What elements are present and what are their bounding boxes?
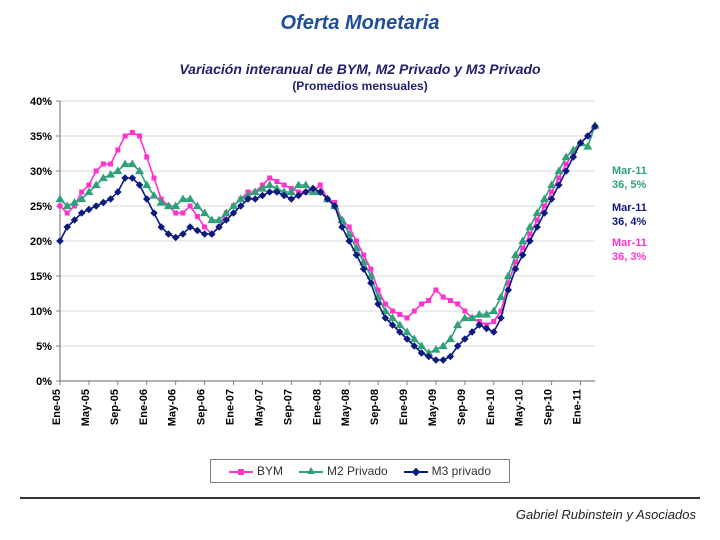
svg-text:35%: 35%: [30, 131, 52, 143]
chart-subtitle: (Promedios mensuales): [0, 79, 720, 93]
slide-title: Oferta Monetaria: [0, 0, 720, 43]
legend-item: M2 Privado: [299, 464, 388, 478]
svg-text:5%: 5%: [36, 341, 52, 353]
svg-text:May-06: May-06: [167, 389, 179, 426]
svg-text:Ene-10: Ene-10: [485, 389, 497, 425]
svg-text:May-08: May-08: [340, 389, 352, 426]
svg-text:May-10: May-10: [514, 389, 526, 426]
svg-text:Ene-05: Ene-05: [51, 389, 63, 425]
svg-text:Sep-10: Sep-10: [543, 389, 555, 425]
legend: BYM M2 Privado M3 privado: [0, 459, 720, 483]
callout-label: Mar-1136, 4%: [612, 202, 647, 230]
svg-text:Sep-06: Sep-06: [196, 389, 208, 425]
footer-text: Gabriel Rubinstein y Asociados: [0, 499, 720, 522]
chart-area: 0% 5% 10% 15% 20% 25% 30% 35% 40% Ene-05 May-05 Sep…: [0, 93, 720, 453]
legend-item: BYM: [229, 464, 283, 478]
callout-label: Mar-1136, 3%: [612, 237, 647, 265]
svg-text:May-07: May-07: [253, 389, 265, 426]
svg-text:May-09: May-09: [427, 389, 439, 426]
svg-text:0%: 0%: [36, 376, 52, 388]
svg-text:Sep-08: Sep-08: [369, 389, 381, 425]
svg-text:30%: 30%: [30, 166, 52, 178]
chart-title: Variación interanual de BYM, M2 Privado …: [0, 61, 720, 77]
svg-text:Sep-09: Sep-09: [456, 389, 468, 425]
svg-text:Ene-07: Ene-07: [225, 389, 237, 425]
svg-text:Sep-07: Sep-07: [282, 389, 294, 425]
svg-text:Ene-08: Ene-08: [311, 389, 323, 425]
svg-text:Sep-05: Sep-05: [109, 389, 121, 425]
svg-text:Ene-06: Ene-06: [138, 389, 150, 425]
svg-text:Ene-11: Ene-11: [572, 389, 584, 424]
legend-item: M3 privado: [404, 464, 491, 478]
svg-text:20%: 20%: [30, 236, 52, 248]
svg-text:May-05: May-05: [80, 389, 92, 426]
svg-text:25%: 25%: [30, 201, 52, 213]
svg-text:10%: 10%: [30, 306, 52, 318]
svg-text:15%: 15%: [30, 271, 52, 283]
line-chart-svg: 0% 5% 10% 15% 20% 25% 30% 35% 40% Ene-05 May-05 Sep…: [0, 93, 720, 438]
svg-text:Ene-09: Ene-09: [398, 389, 410, 425]
callout-label: Mar-1136, 5%: [612, 165, 647, 193]
svg-text:40%: 40%: [30, 96, 52, 108]
